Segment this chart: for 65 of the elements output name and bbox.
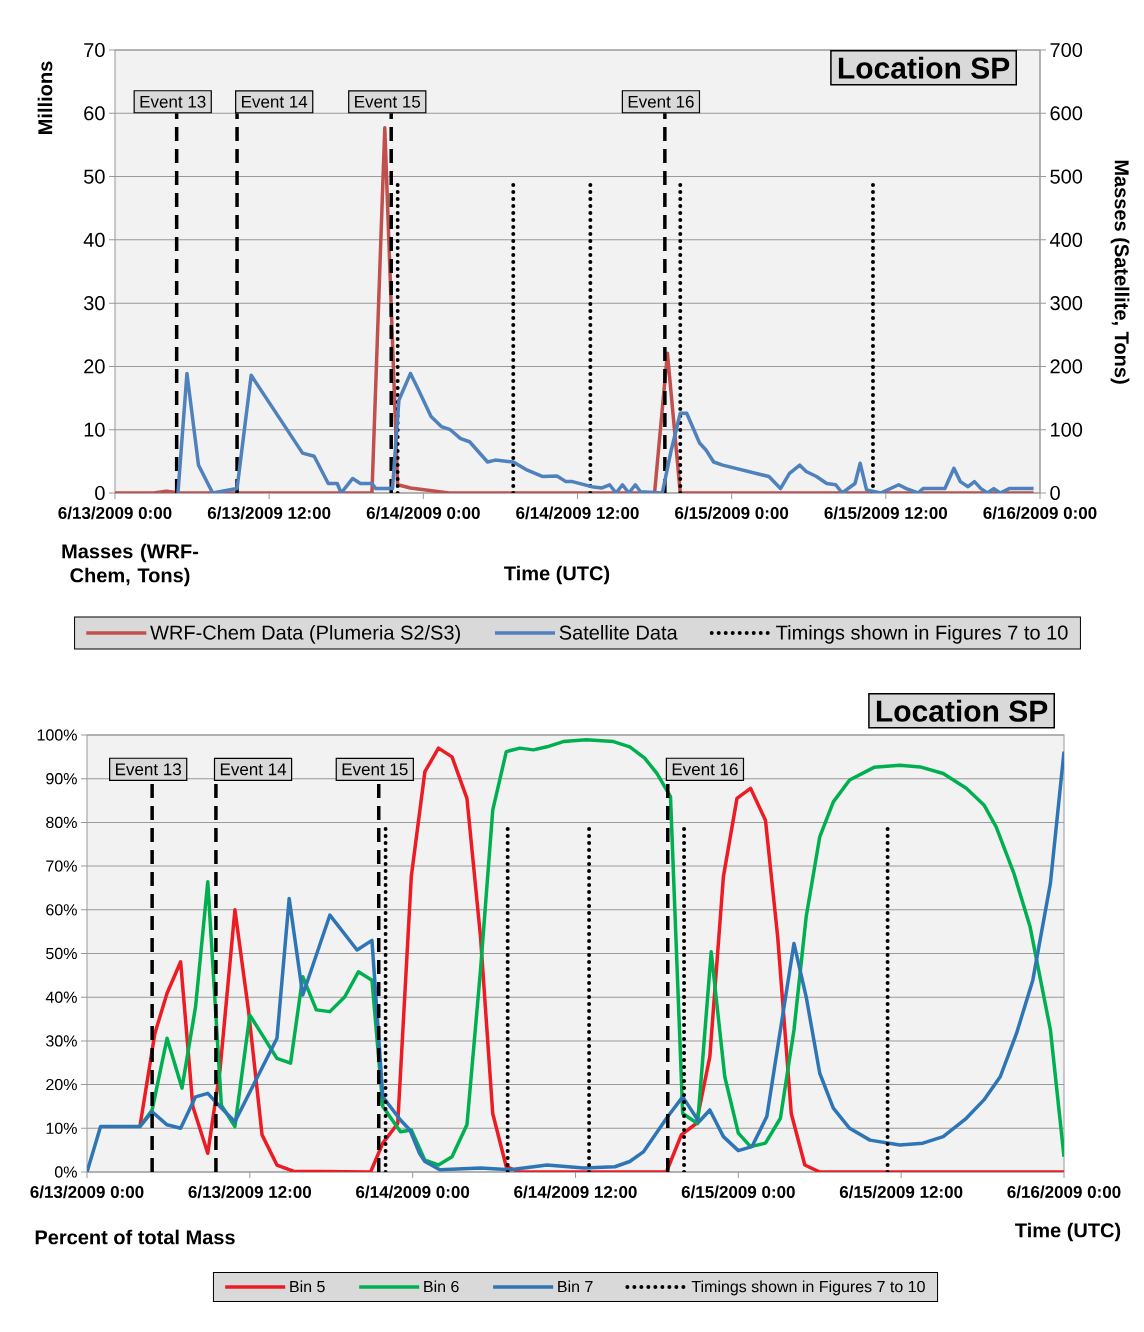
chart-title: Location SP: [876, 699, 1048, 722]
y-tick-label: 50%: [46, 947, 77, 960]
ref-line-label: Event 16: [628, 95, 694, 108]
x-tick-label: 6/13/2009 0:00: [30, 1185, 144, 1199]
x-tick-label: 6/16/2009 0:00: [983, 506, 1097, 520]
x-tick-label: 6/14/2009 12:00: [516, 506, 639, 520]
x-tick-label: 6/15/2009 0:00: [675, 506, 789, 520]
y-tick-label: 100%: [37, 729, 77, 741]
legend-label: Bin 6: [424, 1280, 459, 1293]
y-tick-label: 0%: [54, 1166, 77, 1178]
x-tick-label: 6/14/2009 0:00: [366, 506, 480, 520]
legend-label: Bin 7: [558, 1280, 593, 1293]
y-tick-label: 30: [83, 296, 105, 311]
y-tick-label: 20: [84, 359, 105, 374]
x-tick-label: 6/14/2009 12:00: [514, 1185, 637, 1199]
y-tick-label: 90%: [46, 773, 77, 785]
y-tick-label: 10: [84, 422, 105, 437]
x-axis-title: Time (UTC): [1015, 1222, 1121, 1242]
text: Millions: [37, 61, 53, 134]
y-tick-label: 70%: [46, 860, 77, 872]
y-tick-label: 50: [84, 169, 105, 184]
y-tick-label: 60: [84, 106, 105, 121]
x-tick-label: 6/14/2009 0:00: [356, 1185, 470, 1199]
y-tick-label: 20%: [46, 1078, 77, 1091]
y2-tick-label: 700: [1050, 42, 1083, 58]
x-axis-title: Time (UTC): [504, 565, 610, 585]
ref-line-label: Event 14: [220, 763, 287, 776]
y2-tick-label: 600: [1050, 106, 1083, 121]
ref-line-label: Event 13: [140, 95, 206, 108]
x-tick-label: 6/13/2009 0:00: [58, 506, 172, 520]
y2-tick-label: 400: [1049, 232, 1083, 247]
y-tick-label: 40: [83, 232, 105, 247]
y2-tick-label: 100: [1051, 422, 1083, 437]
legend-label: Timings shown in Figures 7 to 10: [691, 1280, 925, 1296]
y-tick-label: 10%: [46, 1122, 77, 1134]
chart-title: Location SP: [838, 56, 1010, 79]
y-axis-title: Percent of total Mass: [35, 1229, 235, 1245]
line-series: [176, 371, 1036, 493]
y2-tick-label: 300: [1050, 296, 1083, 311]
legend-label: Bin 5: [290, 1280, 325, 1293]
ref-line-label: Event 16: [672, 763, 738, 776]
x-tick-label: 6/16/2009 0:00: [1007, 1185, 1121, 1199]
legend-label: Timings shown in Figures 7 to 10: [776, 624, 1068, 644]
x-tick-label: 6/13/2009 12:00: [188, 1185, 312, 1199]
ref-line-label: Event 14: [242, 95, 308, 108]
y-tick-label: 40%: [45, 991, 77, 1003]
x-tick-label: 6/15/2009 12:00: [824, 506, 948, 520]
y-tick-label: 60%: [46, 904, 77, 916]
y2-tick-label: 0: [1050, 485, 1060, 501]
y2-tick-label: 500: [1050, 169, 1083, 184]
ref-line-label: Event 13: [116, 763, 181, 776]
legend-label: Satellite Data: [559, 624, 678, 640]
x-tick-label: 6/15/2009 12:00: [839, 1185, 963, 1199]
y-tick-label: 80%: [46, 816, 77, 829]
x-tick-label: 6/13/2009 12:00: [207, 506, 331, 520]
y2-axis-title: Masses (Satellite, Tons): [1110, 160, 1130, 384]
ref-line-label: Event 15: [355, 95, 421, 108]
y-tick-label: 70: [84, 42, 105, 58]
y2-tick-label: 200: [1050, 359, 1083, 374]
y-tick-label: 30%: [46, 1035, 77, 1047]
legend-label: WRF-Chem Data (Plumeria S2/S3): [150, 624, 460, 644]
y-axis-title: Masses (WRF-Chem, Tons): [62, 543, 199, 587]
x-tick-label: 6/15/2009 0:00: [681, 1185, 795, 1199]
y-tick-label: 0: [95, 485, 105, 501]
ref-line-label: Event 15: [342, 763, 408, 776]
